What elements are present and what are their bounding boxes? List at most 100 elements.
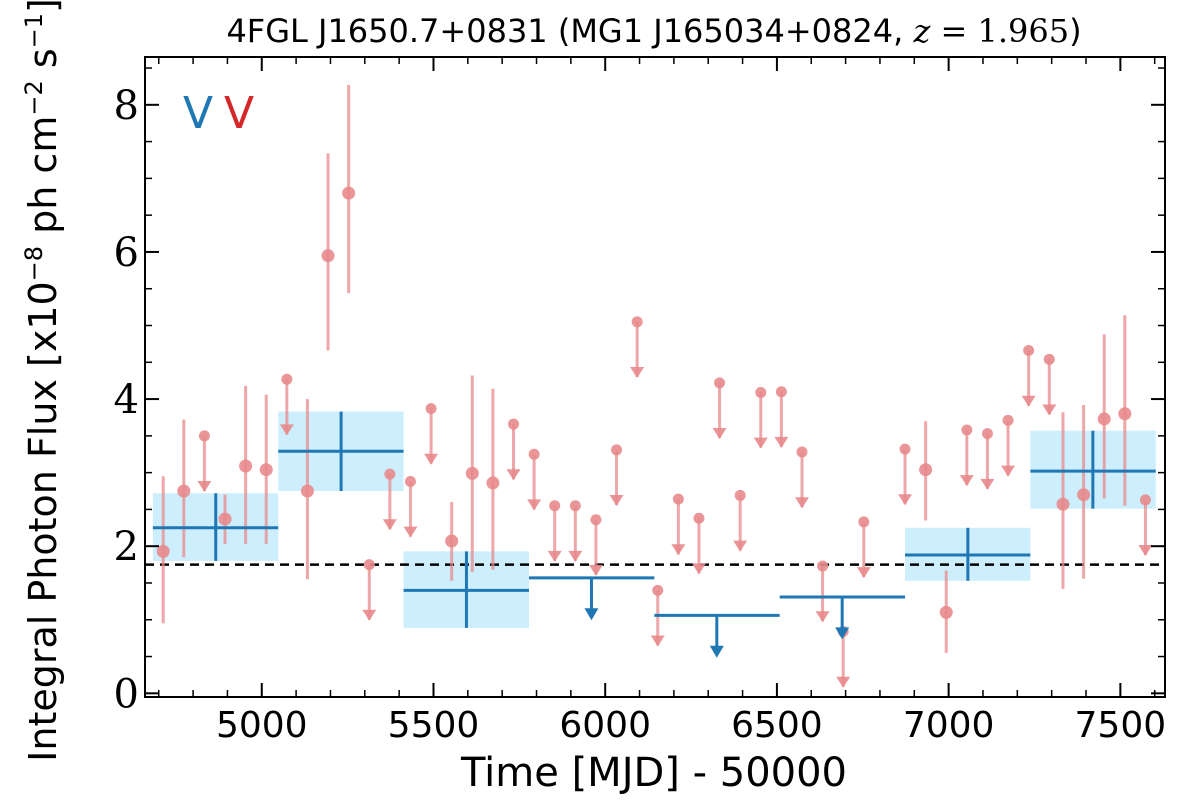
legend: V V xyxy=(183,88,254,139)
fine-upper-limit-cap xyxy=(714,377,726,389)
fine-upper-limit-cap xyxy=(569,500,581,512)
fine-upper-limit-cap xyxy=(363,559,375,571)
y-tick-label: 0 xyxy=(114,671,139,717)
fine-upper-limit-arrow xyxy=(630,367,645,378)
chart-title-z-symbol: z xyxy=(912,12,931,50)
y-axis-label: Integral Photon Flux [x10−8 ph cm−2 s−1] xyxy=(20,0,65,762)
fine-upper-limit-cap xyxy=(981,428,993,440)
coarse-upper-limit-arrow xyxy=(835,627,850,640)
fine-upper-limit-cap xyxy=(775,386,787,398)
fine-upper-limit-arrow xyxy=(856,567,871,579)
y-label-exp-3: −1 xyxy=(20,13,48,48)
fine-upper-limit-arrow xyxy=(898,494,913,506)
fine-upper-limit-arrow xyxy=(650,635,665,647)
fine-upper-limit-arrow xyxy=(774,436,789,448)
fine-point-marker xyxy=(486,476,500,490)
y-label-part-1: Integral Photon Flux [x10 xyxy=(21,281,65,762)
fine-point-marker xyxy=(218,512,232,526)
y-tick-label: 4 xyxy=(114,377,139,423)
y-tick-label: 8 xyxy=(114,83,139,129)
fine-upper-limit-cap xyxy=(817,560,829,572)
fine-upper-limit-arrow xyxy=(382,519,397,531)
fine-point-marker xyxy=(445,534,459,548)
x-tick-label: 5500 xyxy=(388,705,480,746)
y-label-exp-2: −2 xyxy=(20,80,48,115)
y-tick-label: 6 xyxy=(114,230,139,276)
fine-upper-limit-arrow xyxy=(197,481,212,493)
x-tick-label: 6500 xyxy=(731,705,823,746)
fine-point-marker xyxy=(156,544,170,558)
fine-upper-limit-cap xyxy=(858,516,870,528)
y-label-exp-1: −8 xyxy=(20,246,48,281)
fine-upper-limit-arrow xyxy=(1042,404,1057,416)
legend-entry-coarse: V xyxy=(183,88,213,139)
fine-point-marker xyxy=(939,605,953,619)
fine-upper-limit-cap xyxy=(755,386,767,398)
fine-upper-limit-cap xyxy=(961,424,973,436)
fine-point-marker xyxy=(919,463,933,477)
legend-entry-fine: V xyxy=(224,88,254,139)
fine-upper-limit-arrow xyxy=(362,609,377,621)
fine-upper-limit-arrow xyxy=(424,453,439,465)
fine-upper-limit-arrow xyxy=(671,544,686,556)
fine-point-marker xyxy=(1056,497,1070,511)
chart-title-prefix: 4FGL J1650.7+0831 (MG1 J165034+0824, xyxy=(226,12,913,50)
y-tick-label: 2 xyxy=(114,524,139,570)
fine-upper-limit-cap xyxy=(1002,414,1014,426)
x-tick-label: 5000 xyxy=(216,705,308,746)
fine-upper-limit-arrow xyxy=(279,424,294,436)
fine-upper-limit-arrow xyxy=(980,478,995,490)
coarse-upper-limit-arrow xyxy=(584,608,599,621)
x-tick-label: 7500 xyxy=(1075,705,1167,746)
fine-upper-limit-arrow xyxy=(753,437,768,449)
y-label-part-2: ph cm xyxy=(21,116,65,246)
fine-point-marker xyxy=(1097,412,1111,426)
fine-upper-limit-arrow xyxy=(959,475,974,487)
fine-upper-limit-cap xyxy=(652,584,664,596)
fine-upper-limit-cap xyxy=(611,444,623,456)
fine-upper-limit-cap xyxy=(384,468,396,480)
fine-upper-limit-arrow xyxy=(403,526,418,538)
fine-upper-limit-arrow xyxy=(1021,395,1036,407)
fine-point-marker xyxy=(259,463,273,477)
plot-frame xyxy=(144,56,1166,698)
fine-upper-limit-arrow xyxy=(794,497,809,509)
chart-title-suffix: ) xyxy=(1069,12,1081,50)
chart-title-z-value: = 1.965 xyxy=(930,12,1069,50)
fine-point-marker xyxy=(239,459,253,473)
y-label-part-3: s xyxy=(21,48,65,80)
fine-points-layer xyxy=(156,84,1153,688)
coarse-bin-bands xyxy=(152,411,1156,628)
fine-point-marker xyxy=(465,466,479,480)
fine-upper-limit-cap xyxy=(425,403,437,415)
fine-upper-limit-arrow xyxy=(691,563,706,575)
fine-upper-limit-cap xyxy=(508,418,520,430)
fine-upper-limit-arrow xyxy=(733,540,748,552)
fine-upper-limit-arrow xyxy=(527,499,542,511)
x-tick-label: 6000 xyxy=(559,705,651,746)
fine-upper-limit-cap xyxy=(631,316,643,328)
fine-upper-limit-cap xyxy=(590,514,602,526)
fine-upper-limit-arrow xyxy=(712,428,727,440)
fine-upper-limit-arrow xyxy=(1138,545,1153,557)
axes-layer: 5000 5500 6000 6500 7000 7500 0 2 4 6 8 xyxy=(114,56,1167,746)
x-tick-label: 7000 xyxy=(903,705,995,746)
fine-point-marker xyxy=(321,249,335,263)
fine-upper-limit-arrow xyxy=(547,550,562,562)
fine-upper-limit-cap xyxy=(796,446,808,458)
y-label-part-4: ] xyxy=(21,0,65,13)
fine-upper-limit-cap xyxy=(899,443,911,455)
fine-upper-limit-arrow xyxy=(568,550,583,562)
fine-upper-limit-cap xyxy=(734,489,746,501)
fine-point-marker xyxy=(177,484,191,498)
fine-upper-limit-cap xyxy=(1043,353,1055,365)
fine-upper-limit-arrow xyxy=(609,495,624,506)
fine-upper-limit-cap xyxy=(281,373,293,385)
fine-upper-limit-cap xyxy=(672,493,684,505)
fine-upper-limit-cap xyxy=(198,430,210,442)
fine-point-marker xyxy=(1077,488,1091,502)
fine-upper-limit-arrow xyxy=(815,611,830,623)
fine-upper-limit-cap xyxy=(404,475,416,487)
coarse-upper-limit-arrow xyxy=(709,645,724,658)
